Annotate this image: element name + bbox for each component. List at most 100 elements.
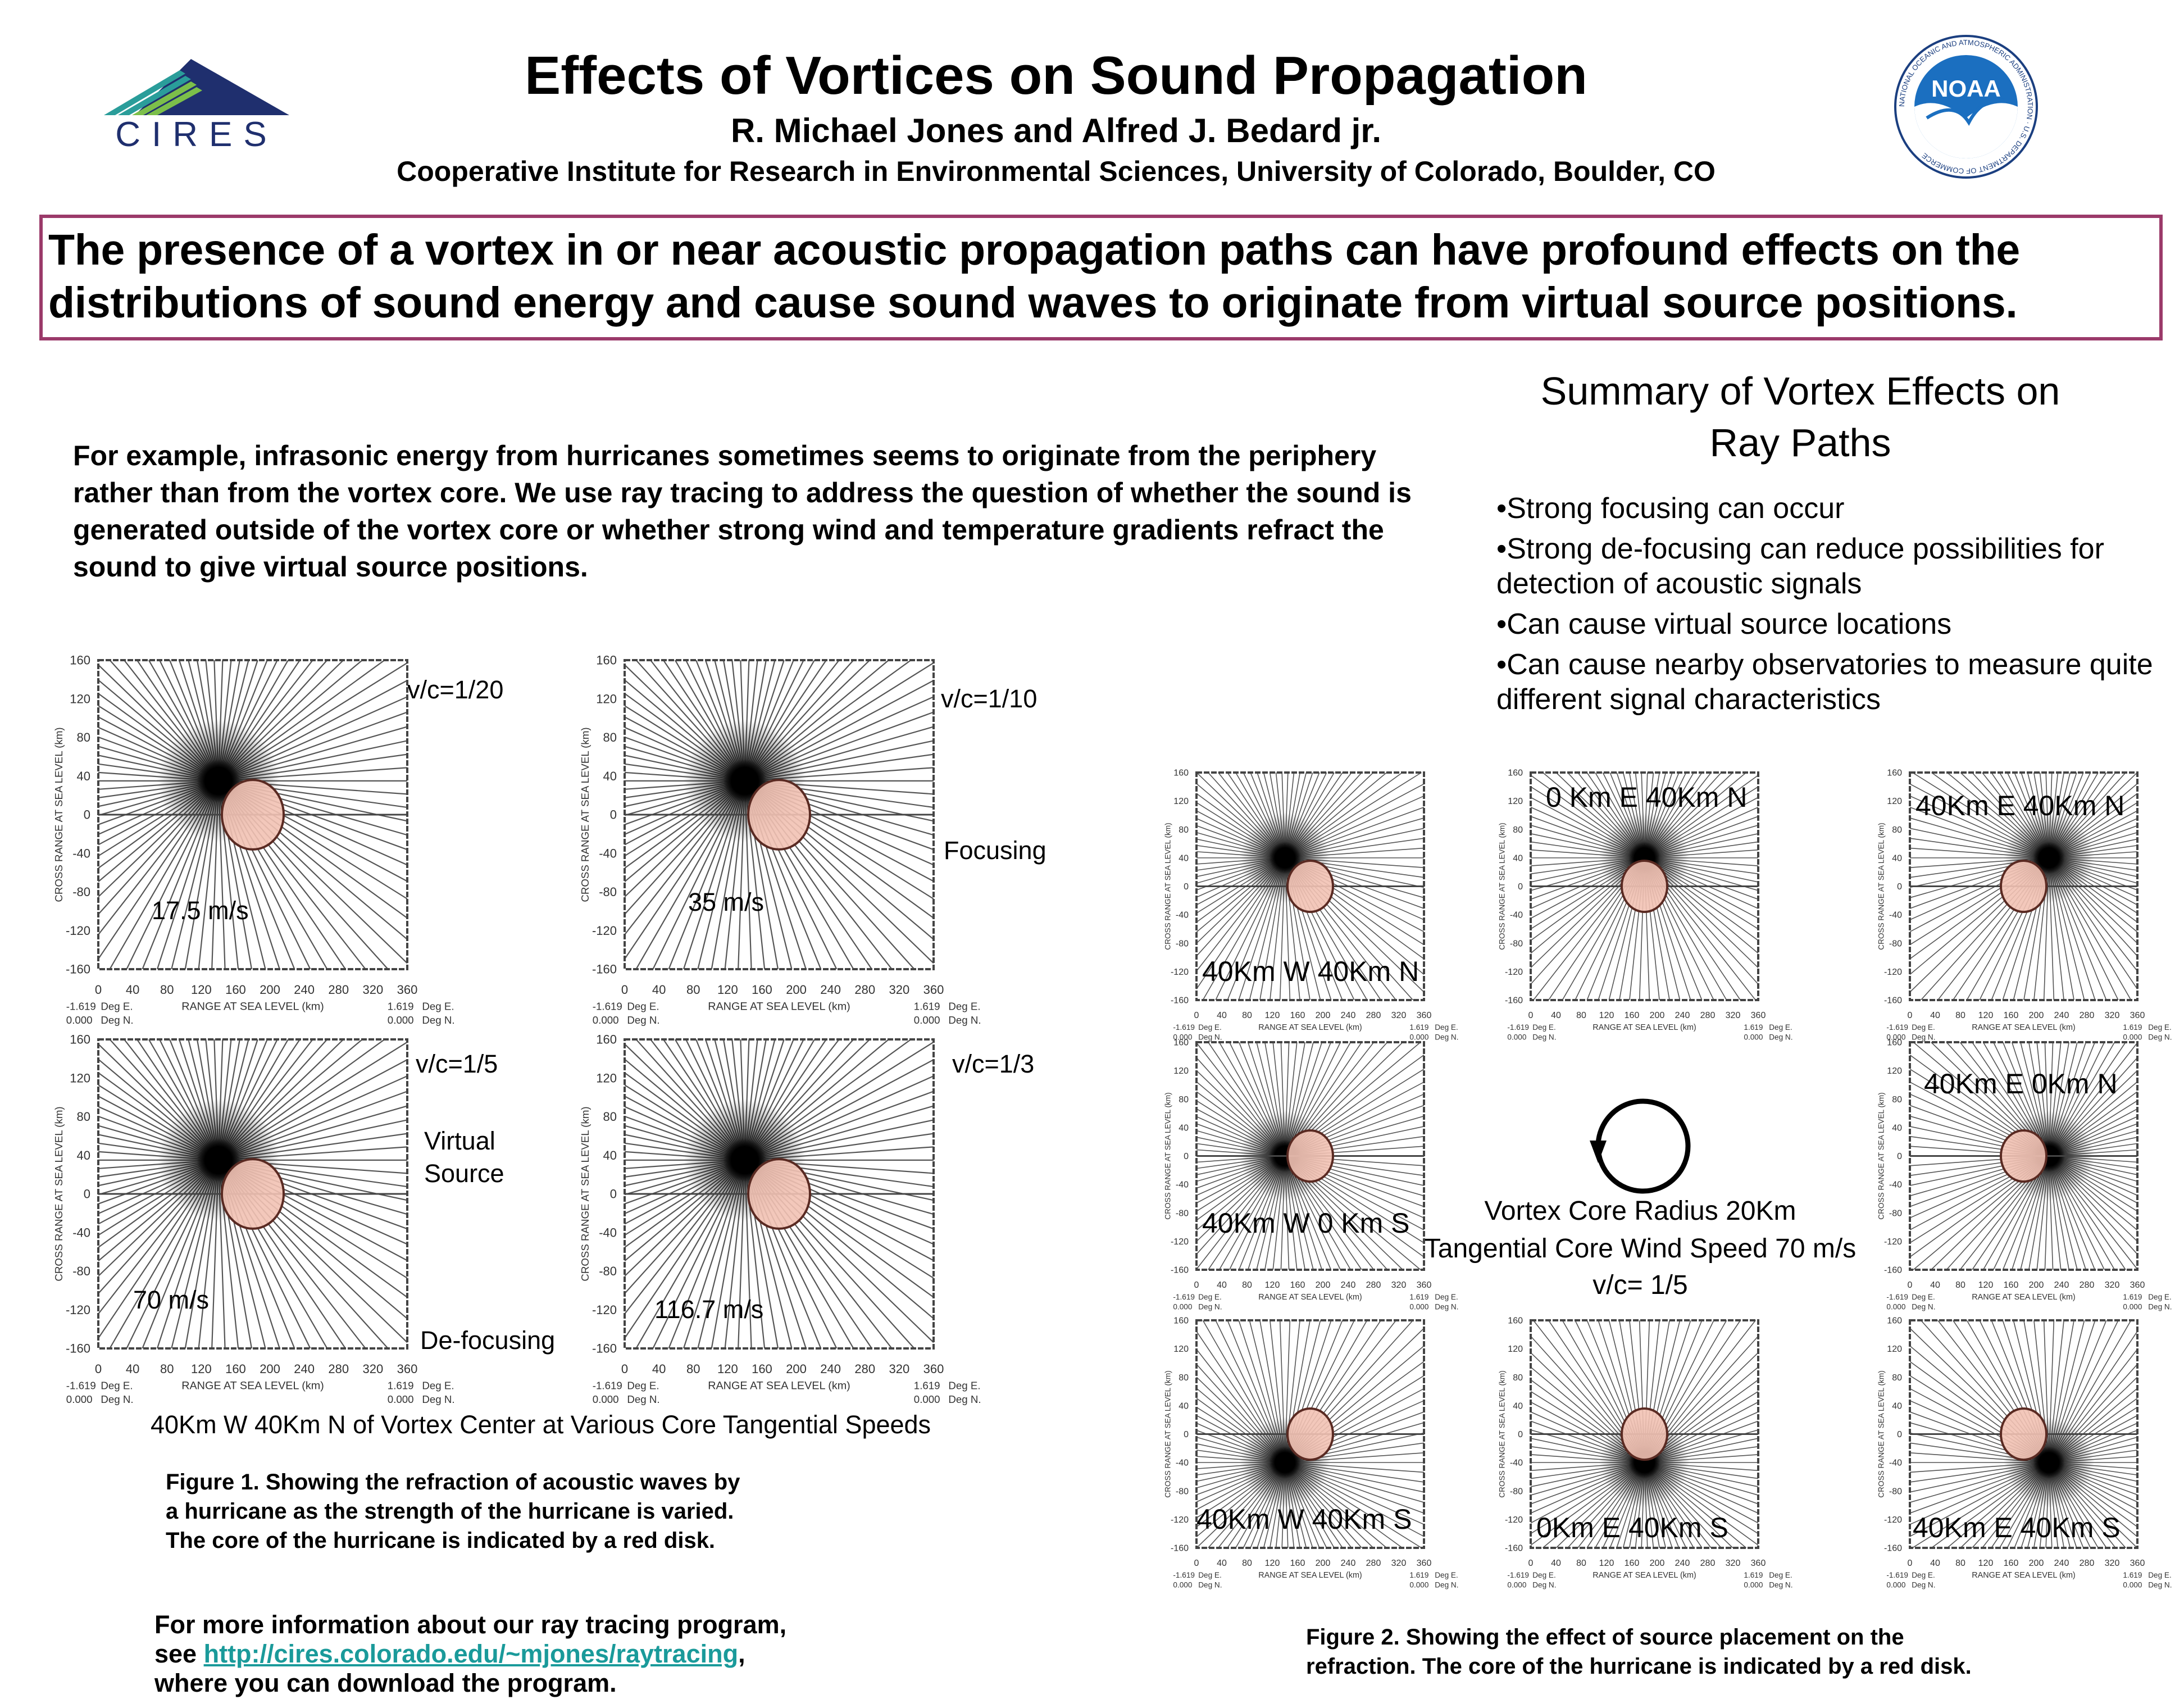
x-tick-label: 320 — [1391, 1559, 1407, 1568]
y-tick-label: 0 — [1518, 1430, 1523, 1439]
y-tick-label: -40 — [72, 846, 90, 860]
plot-area — [1910, 773, 2137, 1000]
x-tick-label: 280 — [854, 1362, 875, 1376]
y-tick-label: 80 — [1892, 1373, 1902, 1383]
x-tick-label: 240 — [294, 1362, 315, 1376]
x-tick-label: 320 — [2105, 1559, 2120, 1568]
plot-frame — [1909, 1041, 2138, 1271]
raytracing-link[interactable]: http://cires.colorado.edu/~mjones/raytra… — [203, 1639, 739, 1668]
fig1-subtitle: 40Km W 40Km N of Vortex Center at Variou… — [151, 1410, 931, 1439]
coordinate-label: 0.000 — [1409, 1580, 1428, 1589]
y-tick-label: -120 — [1171, 1237, 1189, 1247]
vortex-core-disk — [1286, 859, 1334, 914]
y-tick-label: -120 — [592, 1303, 617, 1317]
x-tick-label: 200 — [1650, 1011, 1665, 1020]
ray-plot-panel: 160 120 80 40 0 -40 -80 -120 -160 0 40 80 120 160 200 2… — [1498, 1316, 1793, 1589]
plot-area — [1531, 773, 1758, 1000]
x-tick-label: 280 — [1700, 1011, 1716, 1020]
x-tick-label: 120 — [1978, 1559, 1994, 1568]
x-axis-label: RANGE AT SEA LEVEL (km) — [1972, 1571, 2075, 1580]
ray-plot-panel: 160 120 80 40 0 -40 -80 -120 -160 0 40 80 120 160 200 2… — [53, 653, 454, 1026]
x-tick-label: 120 — [1599, 1011, 1614, 1020]
x-tick-label: 80 — [1955, 1559, 1965, 1568]
x-tick-label: 360 — [2130, 1011, 2145, 1020]
x-tick-label: 280 — [328, 983, 349, 997]
y-tick-label: 80 — [1513, 825, 1523, 835]
ray-plot-panel: 160 120 80 40 0 -40 -80 -120 -160 0 40 80 120 160 200 2… — [1164, 1038, 1459, 1311]
x-tick-label: 200 — [1316, 1280, 1331, 1290]
x-tick-label: 320 — [889, 983, 910, 997]
coordinate-label: Deg N. — [2148, 1580, 2172, 1589]
x-tick-label: 360 — [1417, 1280, 1432, 1290]
coordinate-label: 0.000 — [593, 1393, 619, 1405]
ray-plot-panel: 160 120 80 40 0 -40 -80 -120 -160 0 40 80 120 160 200 2… — [1877, 1038, 2172, 1311]
plot-area — [1196, 1320, 1424, 1548]
y-tick-label: -120 — [66, 924, 90, 938]
coordinate-label: 0.000 — [2123, 1302, 2142, 1311]
coordinate-label: 1.619 — [388, 1001, 414, 1012]
figure1-caption: Figure 1. Showing the refraction of acou… — [166, 1468, 740, 1555]
coordinate-label: Deg N. — [1532, 1580, 1556, 1589]
y-tick-label: -40 — [599, 1225, 617, 1239]
y-tick-label: -80 — [599, 1264, 617, 1278]
coordinate-label: Deg E. — [1532, 1023, 1556, 1032]
coordinate-label: Deg E. — [1769, 1023, 1792, 1032]
coordinate-label: 0.000 — [1409, 1033, 1428, 1041]
y-tick-label: 120 — [1173, 797, 1189, 806]
coordinate-label: -1.619 — [593, 1380, 622, 1392]
y-tick-label: -160 — [592, 1342, 617, 1356]
x-tick-label: 80 — [1242, 1559, 1252, 1568]
coordinate-label: 1.619 — [2123, 1571, 2142, 1579]
y-tick-label: 120 — [1887, 1066, 1902, 1076]
y-tick-label: 40 — [1892, 853, 1902, 863]
coordinate-label: Deg E. — [627, 1380, 659, 1392]
x-tick-label: 360 — [2130, 1559, 2145, 1568]
y-tick-label: -80 — [1510, 939, 1523, 948]
x-tick-label: 160 — [225, 983, 246, 997]
y-tick-label: -160 — [1171, 996, 1189, 1006]
x-tick-label: 0 — [621, 1362, 628, 1376]
coordinate-label: Deg N. — [1198, 1302, 1222, 1311]
x-tick-label: 160 — [752, 1362, 772, 1376]
coordinate-label: Deg E. — [422, 1380, 454, 1392]
coordinate-label: Deg N. — [1769, 1580, 1792, 1589]
y-tick-label: -160 — [66, 1342, 90, 1356]
bird-wing — [1926, 98, 2009, 126]
plot-frame — [1530, 771, 1759, 1001]
x-axis-label: RANGE AT SEA LEVEL (km) — [1972, 1023, 2075, 1032]
y-tick-label: -40 — [1889, 911, 1902, 920]
fig2-panel-label: 40Km W 0 Km S — [1202, 1207, 1410, 1239]
ray-plot-panel: 160 120 80 40 0 -40 -80 -120 -160 0 40 80 120 160 200 2… — [1877, 1316, 2172, 1589]
info-text: see — [154, 1639, 204, 1668]
coordinate-label: 0.000 — [66, 1393, 93, 1405]
noaa-wordmark: NOAA — [1931, 75, 2001, 102]
x-tick-label: 200 — [786, 1362, 807, 1376]
coordinate-label: 1.619 — [914, 1380, 940, 1392]
x-tick-label: 0 — [1194, 1011, 1199, 1020]
x-axis-label: RANGE AT SEA LEVEL (km) — [1258, 1293, 1362, 1302]
coordinate-label: -1.619 — [66, 1001, 96, 1012]
x-tick-label: 160 — [2004, 1280, 2019, 1290]
y-tick-label: 40 — [1179, 853, 1189, 863]
vortex-core-disk — [747, 779, 811, 851]
defocusing-annotation: De-focusing — [420, 1326, 556, 1355]
bullet: •Strong focusing can occur — [1496, 492, 1845, 525]
coordinate-label: 1.619 — [388, 1380, 414, 1392]
x-tick-label: 320 — [363, 1362, 384, 1376]
ray-plot-panel: 160 120 80 40 0 -40 -80 -120 -160 0 40 80 120 160 200 2… — [1164, 1316, 1459, 1589]
y-tick-label: 160 — [1173, 1038, 1189, 1048]
x-tick-label: 120 — [1265, 1011, 1280, 1020]
coordinate-label: -1.619 — [1173, 1571, 1195, 1579]
x-tick-label: 240 — [1675, 1559, 1690, 1568]
coordinate-label: Deg E. — [948, 1380, 980, 1392]
x-tick-label: 80 — [1955, 1280, 1965, 1290]
x-tick-label: 40 — [652, 1362, 666, 1376]
plot-area — [625, 660, 934, 969]
y-tick-label: -120 — [1884, 1237, 1902, 1247]
vortex-core-disk — [221, 779, 285, 851]
x-tick-label: 200 — [1650, 1559, 1665, 1568]
coordinate-label: 1.619 — [1744, 1023, 1763, 1032]
x-tick-label: 120 — [191, 1362, 212, 1376]
intro-paragraph: For example, infrasonic energy from hurr… — [73, 440, 1412, 583]
